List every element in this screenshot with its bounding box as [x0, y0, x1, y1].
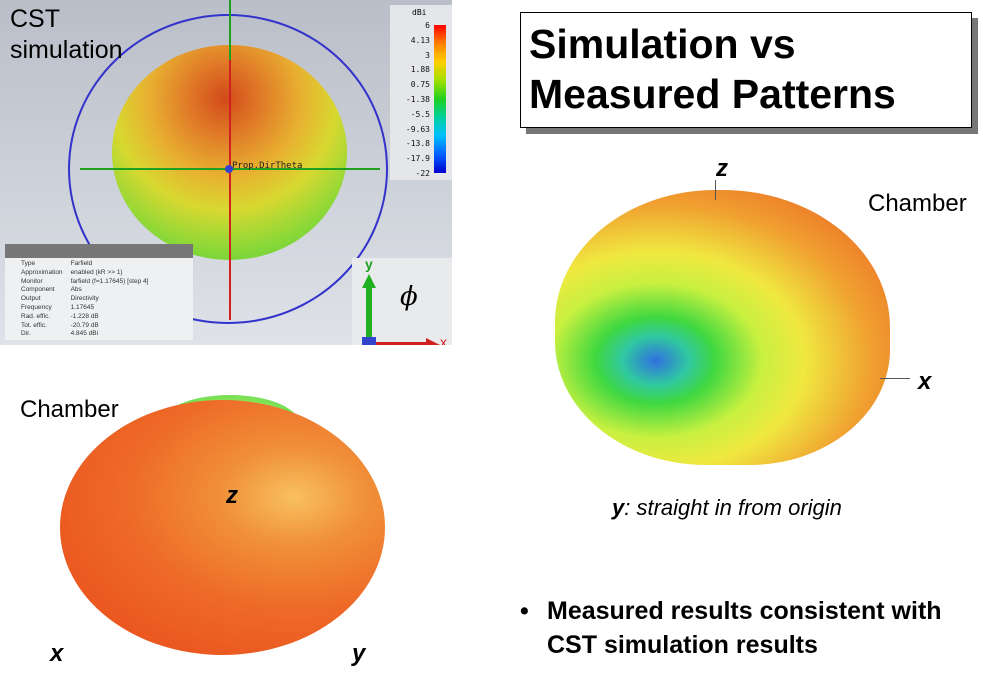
info-key: Frequency [21, 303, 52, 311]
x-axis-label: x [440, 334, 447, 345]
phi-label: ϕ [400, 282, 418, 312]
colorbar-tick: -22 [415, 169, 430, 178]
info-row: Component Abs [21, 286, 156, 295]
left-chamber-label: Chamber [20, 396, 119, 423]
info-row: Output Directivity [21, 295, 156, 304]
caption-text: : straight in from origin [624, 495, 842, 520]
info-value: -20.79 dB [70, 321, 99, 329]
info-value: enabled (kR >> 1) [70, 268, 123, 276]
info-key: Monitor [21, 277, 43, 285]
axes-orientation-icon: y x ϕ [352, 256, 452, 345]
colorbar-tick: -1.38 [405, 95, 430, 104]
info-row: Frequency 1.17645 [21, 304, 156, 313]
info-key: Rad. effic. [21, 312, 51, 320]
colorbar-tick: -13.8 [405, 139, 430, 149]
info-value: 1.17645 [70, 303, 95, 311]
colorbar-tick: 6 [425, 21, 430, 30]
measured-pattern-right [555, 190, 890, 465]
bullet-text: Measured results consistent with CST sim… [547, 597, 942, 659]
left-y-label: y [352, 640, 366, 667]
left-z-label: z [226, 482, 238, 509]
cst-simulation-screenshot: Prop.DirTheta CST simulation dBi 6 4.13 3 1… [0, 0, 452, 345]
info-row: Tot. effic. -20.79 dB [21, 322, 156, 331]
caption-axis: y [612, 495, 625, 520]
x-axis-arrow [368, 342, 428, 345]
colorbar-tick: 0.75 [410, 80, 430, 90]
info-key: Output [21, 295, 41, 303]
x-arrowhead-icon [426, 338, 440, 345]
y-axis-label: y [365, 256, 373, 272]
cst-label: CST simulation [10, 5, 123, 64]
probe-label: Prop.DirTheta [232, 161, 303, 171]
origin-marker [225, 165, 233, 173]
info-value: Farfield [70, 260, 93, 267]
info-row: Approximation enabled (kR >> 1) [21, 269, 156, 278]
y-axis-arrow [366, 286, 372, 344]
colorbar-tick: 1.88 [410, 65, 430, 75]
info-row: Type Farfield [21, 260, 156, 269]
y-arrowhead-icon [362, 274, 376, 288]
info-key: Dir. [21, 330, 31, 338]
info-key: Tot. effic. [21, 321, 47, 329]
measured-pattern-left [60, 400, 385, 655]
info-value: 4.845 dBi [70, 330, 99, 338]
colorbar-tick: 3 [425, 50, 430, 60]
colorbar-tick: -5.5 [410, 109, 430, 119]
info-value: Abs [70, 286, 82, 294]
x-axis-line [880, 378, 910, 379]
bullet-icon: • [520, 597, 529, 625]
right-x-label: x [918, 368, 932, 395]
z-axis-line [715, 180, 716, 200]
colorbar-tick: -9.63 [405, 124, 430, 134]
z-axis-icon [362, 337, 376, 345]
colorbar: dBi 6 4.13 3 1.88 0.75 -1.38 -5.5 -9.63 -13.8 -17… [390, 5, 452, 180]
info-value: -1.228 dB [70, 312, 99, 320]
colorbar-tick: -17.9 [405, 154, 430, 164]
info-row: Monitor farfield (f=1.17645) [step 4] [21, 278, 156, 287]
info-row: Rad. effic. -1.228 dB [21, 313, 156, 322]
colorbar-unit: dBi [412, 8, 427, 17]
title-box: Simulation vs Measured Patterns [520, 12, 972, 128]
colorbar-gradient [434, 25, 446, 173]
farfield-info-box: Type Farfield Approximation enabled (kR >> … [5, 244, 193, 340]
info-key: Component [21, 286, 55, 294]
slide-title: Simulation vs Measured Patterns [529, 21, 896, 117]
vertical-axis-line-green [229, 0, 231, 60]
info-value: Directivity [70, 295, 99, 303]
colorbar-tick: 4.13 [410, 35, 430, 45]
info-key: Approximation [21, 268, 63, 276]
info-row: Dir. 4.845 dBi [21, 330, 156, 339]
info-key: Type [21, 260, 36, 267]
y-caption: y: straight in from origin [612, 495, 842, 521]
vertical-axis-line [229, 0, 231, 320]
left-x-label: x [50, 640, 64, 667]
reference-circle [68, 14, 388, 324]
right-z-label: z [716, 155, 728, 182]
info-value: farfield (f=1.17645) [step 4] [70, 277, 149, 285]
right-chamber-label: Chamber [868, 190, 967, 217]
bullet-point: • Measured results consistent with CST si… [520, 594, 977, 662]
